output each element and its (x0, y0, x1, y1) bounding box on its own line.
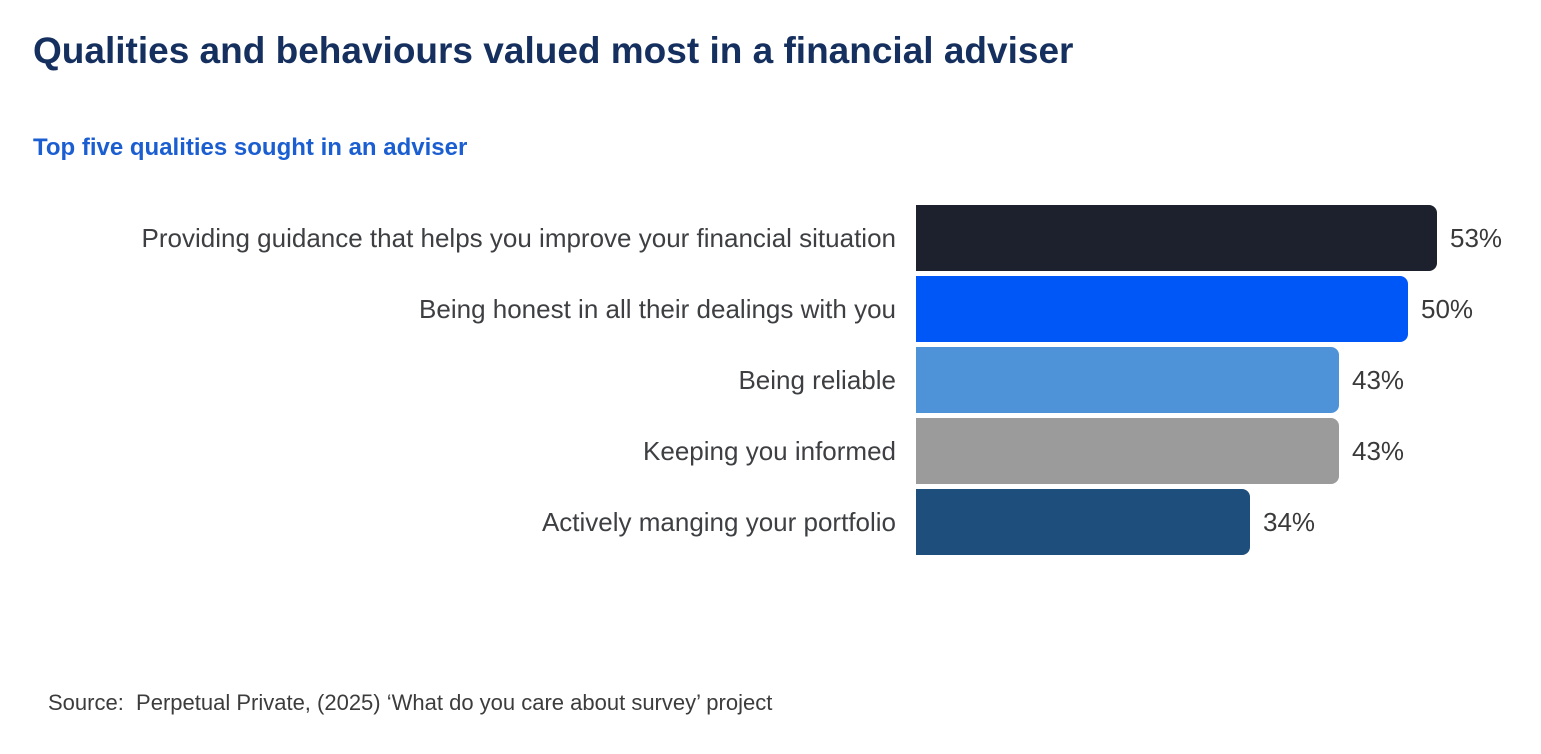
source-note: Source: Perpetual Private, (2025) ‘What … (48, 690, 773, 715)
chart-subtitle: Top five qualities sought in an adviser (33, 134, 468, 161)
category-label: Being reliable (738, 364, 896, 395)
bar-row: Being honest in all their dealings with … (33, 276, 1502, 342)
value-label: 50% (1421, 293, 1474, 324)
bar (916, 276, 1408, 342)
bar (916, 489, 1250, 555)
value-label: 43% (1352, 435, 1405, 466)
bar-row: Providing guidance that helps you improv… (33, 205, 1502, 271)
bar-row: Being reliable 43% (33, 347, 1502, 413)
bar (916, 347, 1339, 413)
category-label: Being honest in all their dealings with … (419, 293, 896, 324)
category-label: Actively manging your portfolio (541, 506, 896, 537)
value-label: 43% (1352, 364, 1405, 395)
bar-row: Keeping you informed 43% (33, 418, 1502, 484)
bar (916, 205, 1437, 271)
category-label: Providing guidance that helps you improv… (141, 222, 896, 253)
category-label: Keeping you informed (643, 435, 896, 466)
bar-chart: Providing guidance that helps you improv… (33, 205, 1502, 560)
value-label: 53% (1450, 222, 1503, 253)
bar (916, 418, 1339, 484)
chart-title: Qualities and behaviours valued most in … (33, 30, 1074, 71)
bar-row: Actively manging your portfolio 34% (33, 489, 1502, 555)
value-label: 34% (1263, 506, 1316, 537)
